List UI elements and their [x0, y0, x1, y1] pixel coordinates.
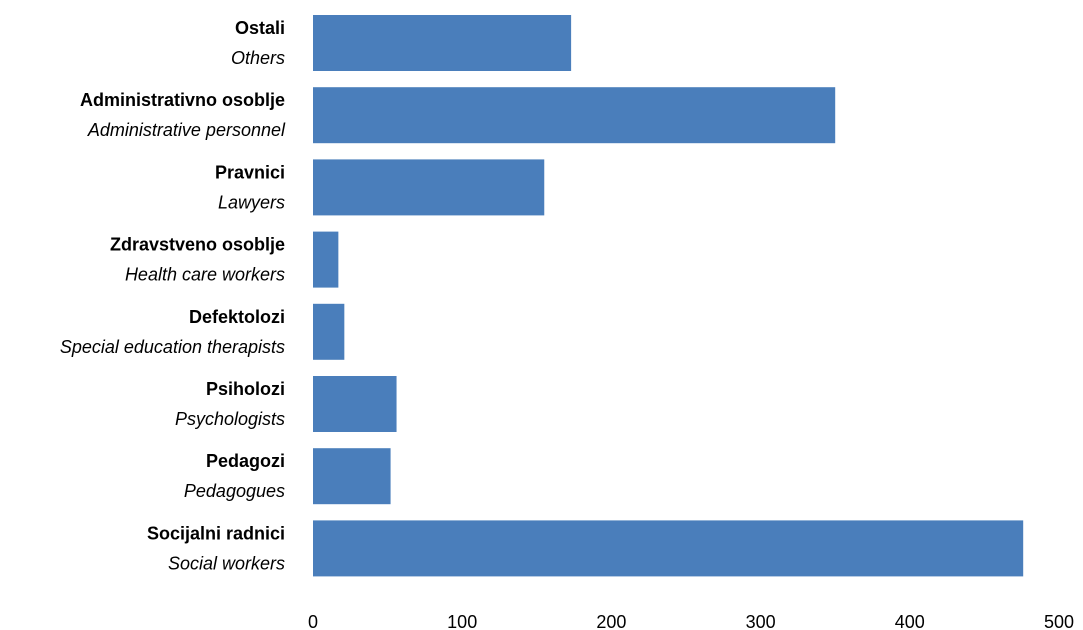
category-sublabel: Psychologists — [175, 409, 285, 429]
category-label: Socijalni radnici — [147, 523, 285, 543]
category-label: Ostali — [235, 18, 285, 38]
bar-5 — [313, 303, 345, 360]
bar-3 — [313, 159, 545, 216]
category-label: Pedagozi — [206, 451, 285, 471]
category-label: Zdravstveno osoblje — [110, 235, 285, 255]
x-tick-label: 0 — [308, 612, 318, 630]
x-tick-label: 100 — [447, 612, 477, 630]
category-sublabel: Administrative personnel — [87, 120, 286, 140]
category-sublabel: Special education therapists — [60, 337, 285, 357]
category-sublabel: Lawyers — [218, 192, 285, 212]
category-sublabel: Health care workers — [125, 265, 285, 285]
x-tick-label: 400 — [895, 612, 925, 630]
x-tick-label: 500 — [1044, 612, 1074, 630]
category-sublabel: Social workers — [168, 553, 285, 573]
category-label: Administrativno osoblje — [80, 90, 285, 110]
category-label: Psiholozi — [206, 379, 285, 399]
x-tick-label: 200 — [596, 612, 626, 630]
x-axis-ticks-group: 0 100 200 300 400 500 — [308, 612, 1074, 630]
bar-7 — [313, 448, 391, 505]
category-label: Defektolozi — [189, 307, 285, 327]
bar-6 — [313, 376, 397, 432]
x-tick-label: 300 — [746, 612, 776, 630]
bar-1 — [313, 15, 572, 71]
bar-4 — [313, 231, 339, 288]
category-sublabel: Others — [231, 48, 285, 68]
bar-2 — [313, 87, 836, 144]
category-sublabel: Pedagogues — [184, 481, 285, 501]
category-labels-group: Ostali Others Administrativno osoblje Admin… — [60, 18, 286, 573]
category-label: Pravnici — [215, 162, 285, 182]
bar-8 — [313, 520, 1024, 577]
bars-group — [313, 15, 1024, 577]
